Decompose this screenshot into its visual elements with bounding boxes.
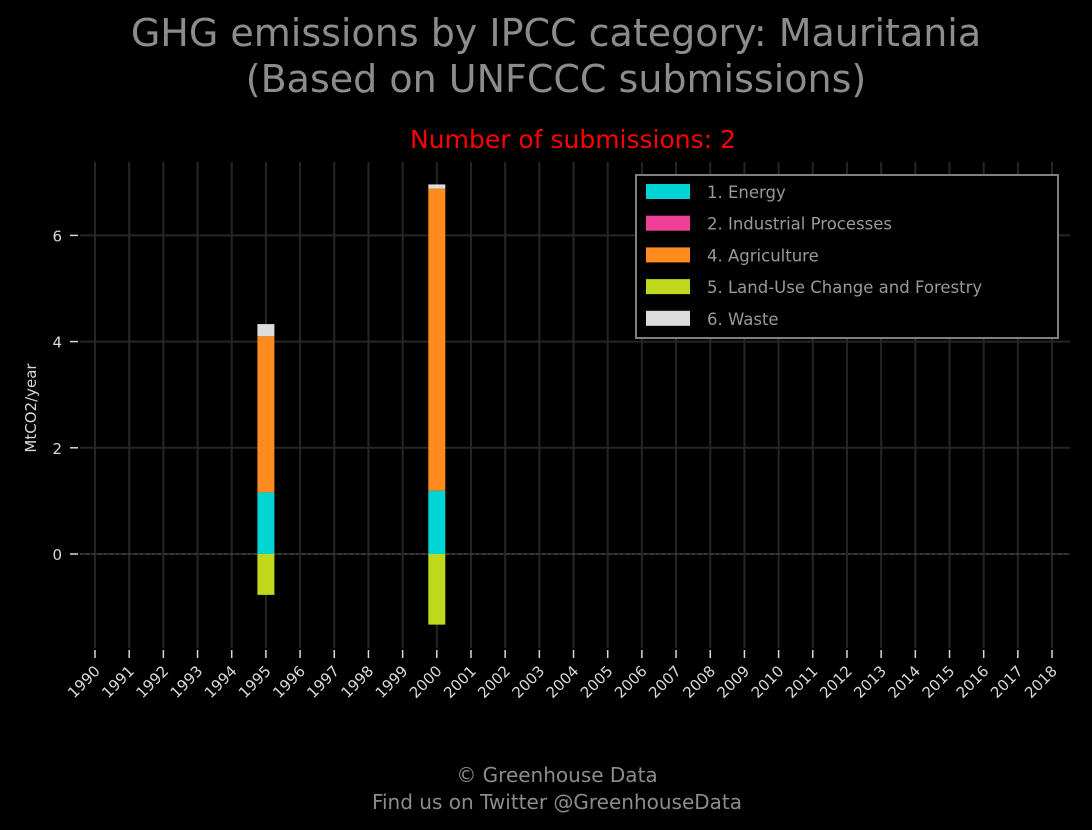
y-tick-label: 6: [52, 227, 62, 245]
y-tick-label: 4: [52, 334, 62, 352]
chart-subtitle: Number of submissions: 2: [410, 125, 736, 154]
footer-twitter: Find us on Twitter @GreenhouseData: [372, 790, 742, 814]
legend-box: [635, 174, 1059, 339]
legend-swatch: [646, 310, 690, 326]
y-axis: 0 2 4 6: [52, 227, 78, 564]
bar-segment: [428, 490, 446, 554]
bars: [257, 184, 446, 625]
legend-label: 5. Land-Use Change and Forestry: [707, 278, 982, 297]
legend-label: 6. Waste: [707, 310, 779, 329]
legend: 1. Energy 2. Industrial Processes 4. Agric…: [635, 174, 1059, 339]
legend-swatch: [646, 279, 690, 295]
legend-swatch: [646, 215, 690, 231]
y-axis-label: MtCO2/year: [22, 363, 40, 453]
legend-label: 4. Agriculture: [707, 246, 819, 265]
y-tick-label: 2: [52, 440, 62, 458]
chart-title-line2: (Based on UNFCCC submissions): [246, 57, 866, 101]
legend-swatch: [646, 247, 690, 263]
bar-segment: [257, 554, 275, 595]
bar-segment: [428, 554, 446, 625]
bar-segment: [257, 336, 275, 493]
y-tick-label: 0: [52, 546, 62, 564]
bar-segment: [428, 184, 446, 189]
legend-swatch: [646, 184, 690, 199]
legend-label: 1. Energy: [707, 183, 786, 202]
bar-segment: [428, 188, 446, 491]
chart-title-line1: GHG emissions by IPCC category: Mauritan…: [131, 11, 981, 55]
bar-segment: [257, 492, 275, 554]
footer-copyright: © Greenhouse Data: [456, 763, 657, 787]
legend-label: 2. Industrial Processes: [707, 215, 892, 234]
bar-segment: [257, 324, 275, 337]
